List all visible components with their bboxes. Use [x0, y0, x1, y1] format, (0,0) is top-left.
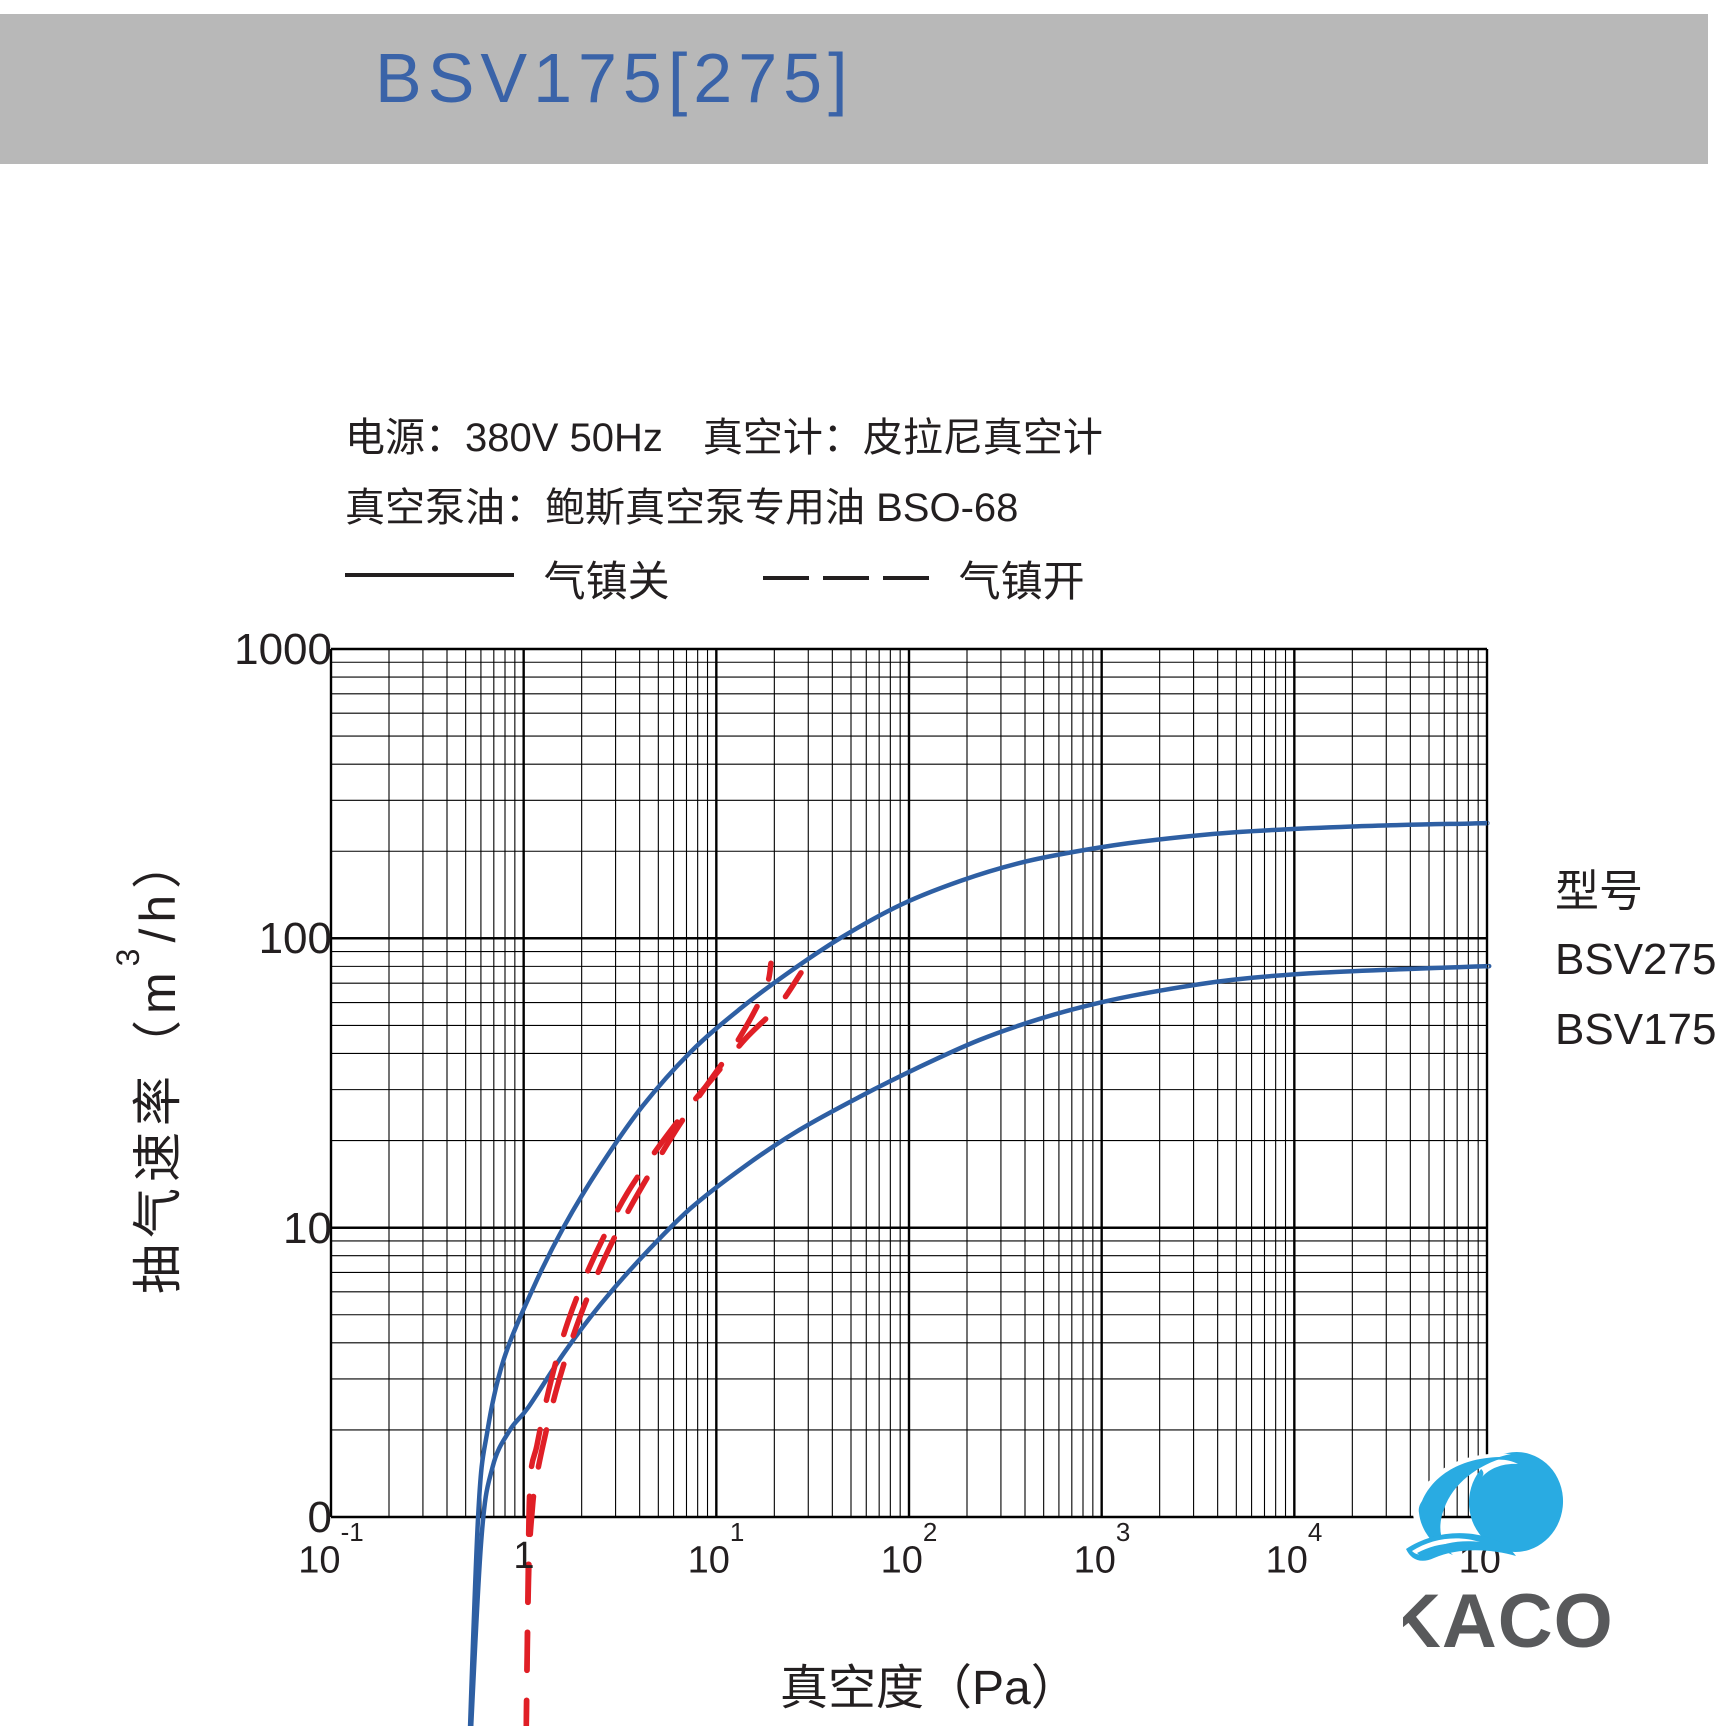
- svg-text:KACO: KACO: [1403, 1579, 1614, 1661]
